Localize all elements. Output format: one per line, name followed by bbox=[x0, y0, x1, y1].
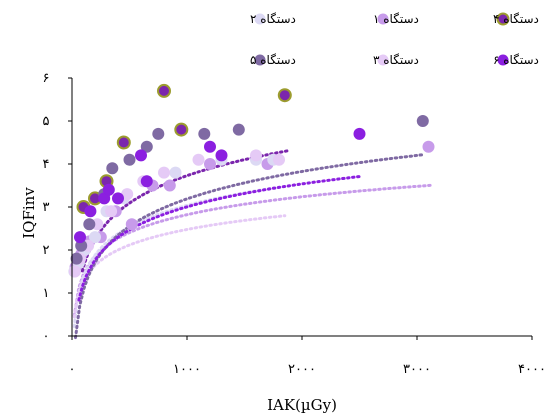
data-point-series-2 bbox=[89, 231, 101, 244]
data-point-series-3 bbox=[192, 153, 205, 166]
x-axis-title: IAK(µGy) bbox=[267, 396, 337, 414]
data-point-series-6 bbox=[135, 149, 147, 162]
trendline-series-3 bbox=[72, 214, 287, 319]
y-tick-label: ۳ bbox=[43, 200, 50, 215]
legend-item: دستگاه ۲ bbox=[250, 12, 296, 26]
x-tick-label: ۳۰۰۰ bbox=[403, 362, 431, 377]
data-point-series-5 bbox=[152, 127, 165, 140]
trendline-series-1 bbox=[72, 183, 433, 318]
trendline-series-5 bbox=[74, 153, 426, 340]
y-tick-label: ۴ bbox=[43, 157, 50, 172]
legend-item: دستگاه ۶ bbox=[493, 53, 539, 67]
y-tick-label: ۵ bbox=[43, 114, 50, 129]
plot-area bbox=[68, 83, 435, 340]
data-point-series-3 bbox=[105, 205, 118, 218]
data-point-series-6 bbox=[353, 127, 366, 140]
legend-label: دستگاه ۴ bbox=[493, 12, 539, 26]
data-point-series-5 bbox=[416, 115, 429, 127]
data-point-series-6 bbox=[74, 231, 86, 244]
data-point-series-1 bbox=[204, 158, 216, 170]
data-point-series-1 bbox=[163, 179, 176, 192]
legend-label: دستگاه ۳ bbox=[373, 53, 419, 67]
data-point-series-5 bbox=[123, 153, 136, 166]
legend-label: دستگاه ۱ bbox=[373, 12, 419, 26]
data-point-series-5 bbox=[232, 123, 245, 136]
data-point-series-2 bbox=[169, 166, 182, 179]
data-point-series-6 bbox=[84, 205, 97, 218]
data-point-series-3 bbox=[250, 149, 262, 162]
data-point-series-4 bbox=[277, 88, 292, 103]
data-point-series-3 bbox=[158, 166, 170, 179]
legend-item: دستگاه ۱ bbox=[373, 12, 419, 26]
legend-marker bbox=[377, 13, 389, 25]
legend-label: دستگاه ۵ bbox=[250, 53, 296, 67]
data-point-series-5 bbox=[83, 218, 96, 231]
legend: دستگاه ۲ دستگاه ۱ دستگاه ۴ دستگاه ۵ دستگاه ۳… bbox=[250, 12, 539, 67]
data-point-series-6 bbox=[102, 183, 115, 196]
y-tick-label: ۲ bbox=[43, 243, 50, 258]
data-point-series-5 bbox=[106, 162, 119, 175]
x-tick-label: ۱۰۰۰ bbox=[173, 362, 201, 377]
x-tick-label: ۲۰۰۰ bbox=[288, 362, 316, 377]
data-point-series-3 bbox=[273, 153, 285, 166]
y-tick-label: ۰ bbox=[43, 329, 50, 344]
x-tick-label: ۴۰۰۰ bbox=[518, 362, 545, 377]
data-point-series-5 bbox=[70, 252, 83, 265]
legend-item: دستگاه ۴ bbox=[493, 12, 539, 26]
data-point-series-6 bbox=[204, 140, 216, 153]
legend-label: دستگاه ۲ bbox=[250, 12, 296, 26]
data-point-series-5 bbox=[198, 127, 211, 140]
legend-marker bbox=[254, 54, 266, 66]
data-point-series-6 bbox=[215, 149, 228, 162]
data-point-series-1 bbox=[422, 140, 435, 153]
data-point-series-6 bbox=[112, 192, 124, 205]
y-tick-label: ۶ bbox=[43, 71, 50, 86]
data-point-series-4 bbox=[174, 122, 189, 137]
data-point-series-4 bbox=[116, 135, 131, 150]
trendline-series-6 bbox=[77, 174, 363, 302]
legend-marker bbox=[497, 54, 509, 66]
data-point-series-3 bbox=[121, 188, 134, 201]
y-axis-title: IQFinv bbox=[20, 187, 38, 239]
legend-marker bbox=[377, 54, 389, 66]
legend-marker bbox=[496, 12, 510, 26]
data-point-series-6 bbox=[140, 175, 153, 188]
data-point-series-3 bbox=[68, 265, 81, 278]
legend-item: دستگاه ۵ bbox=[250, 53, 296, 67]
data-point-series-4 bbox=[157, 83, 171, 98]
x-tick-label: ۰ bbox=[69, 362, 76, 377]
data-point-series-1 bbox=[125, 218, 138, 231]
y-tick-label: ۱ bbox=[43, 286, 50, 301]
axes: ۰ ۱ ۲ ۳ ۴ ۵ ۶ ۰ ۱۰۰۰ ۲۰۰۰ ۳۰۰۰ ۴۰۰۰ bbox=[43, 71, 545, 377]
data-point-series-5 bbox=[140, 140, 153, 153]
legend-label: دستگاه ۶ bbox=[493, 53, 539, 67]
legend-marker bbox=[254, 13, 266, 25]
legend-item: دستگاه ۳ bbox=[373, 53, 419, 67]
